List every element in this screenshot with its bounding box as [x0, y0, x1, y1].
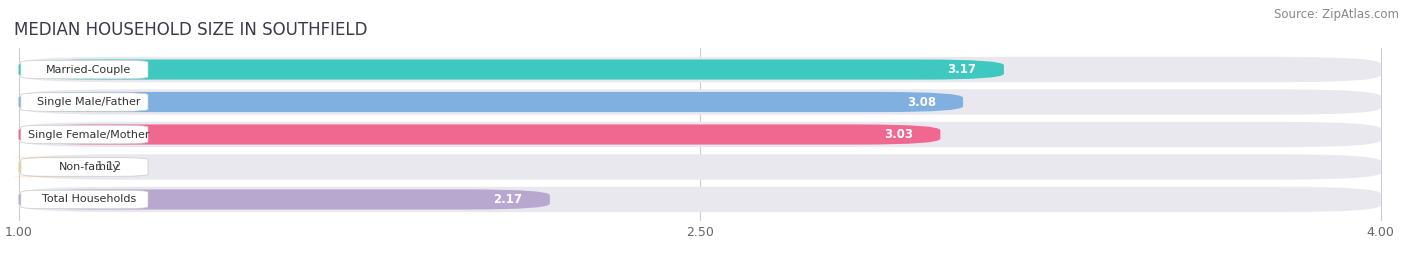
Text: 3.17: 3.17 [948, 63, 977, 76]
Text: Single Female/Mother: Single Female/Mother [28, 129, 149, 140]
FancyBboxPatch shape [21, 93, 148, 111]
FancyBboxPatch shape [21, 60, 148, 79]
Text: 1.12: 1.12 [96, 161, 122, 174]
Text: Non-family: Non-family [59, 162, 120, 172]
FancyBboxPatch shape [18, 187, 1381, 212]
FancyBboxPatch shape [18, 122, 1381, 147]
FancyBboxPatch shape [21, 158, 148, 176]
Text: 2.17: 2.17 [494, 193, 523, 206]
Text: Total Households: Total Households [42, 194, 136, 204]
Text: 3.03: 3.03 [884, 128, 912, 141]
FancyBboxPatch shape [18, 57, 1381, 82]
FancyBboxPatch shape [18, 89, 1381, 115]
Text: Source: ZipAtlas.com: Source: ZipAtlas.com [1274, 8, 1399, 21]
FancyBboxPatch shape [21, 125, 148, 144]
FancyBboxPatch shape [18, 92, 963, 112]
Text: 3.08: 3.08 [907, 95, 936, 108]
FancyBboxPatch shape [18, 189, 550, 210]
FancyBboxPatch shape [18, 154, 1381, 180]
FancyBboxPatch shape [0, 157, 100, 177]
Text: Single Male/Father: Single Male/Father [37, 97, 141, 107]
FancyBboxPatch shape [21, 190, 148, 209]
Text: MEDIAN HOUSEHOLD SIZE IN SOUTHFIELD: MEDIAN HOUSEHOLD SIZE IN SOUTHFIELD [14, 20, 367, 38]
FancyBboxPatch shape [18, 59, 1004, 80]
FancyBboxPatch shape [18, 125, 941, 144]
Text: Married-Couple: Married-Couple [46, 65, 132, 75]
